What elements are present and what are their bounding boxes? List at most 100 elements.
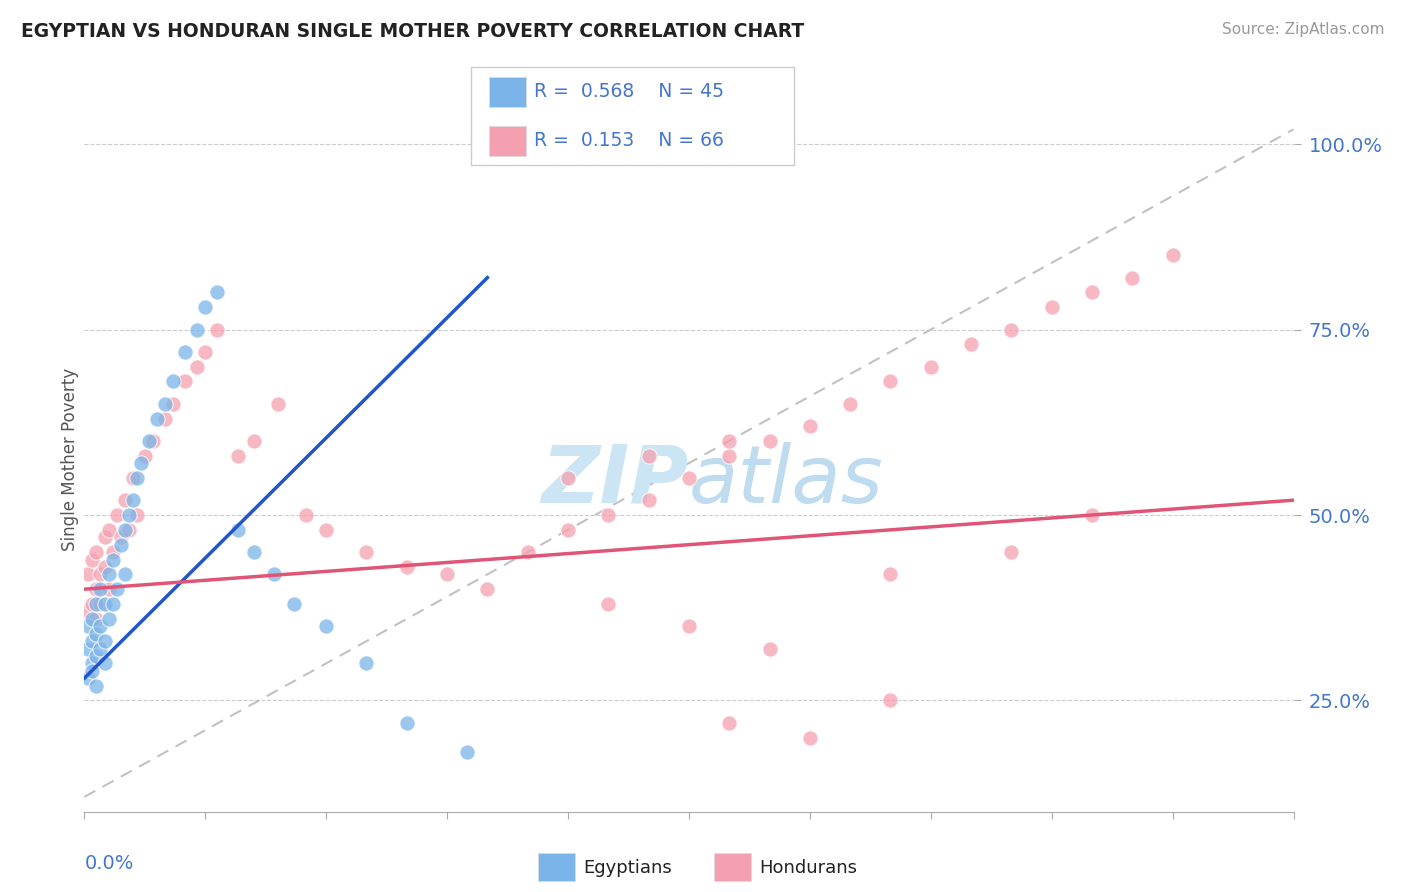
Point <box>718 434 741 448</box>
Point <box>114 523 136 537</box>
Point <box>97 582 120 597</box>
Text: Hondurans: Hondurans <box>759 859 858 877</box>
Point <box>263 567 285 582</box>
Point <box>758 434 780 448</box>
Text: Source: ZipAtlas.com: Source: ZipAtlas.com <box>1222 22 1385 37</box>
Point <box>110 530 132 544</box>
Text: R =  0.568    N = 45: R = 0.568 N = 45 <box>534 82 724 102</box>
Point <box>718 449 741 463</box>
Point <box>97 523 120 537</box>
Point <box>114 567 136 582</box>
Point <box>283 597 305 611</box>
Point <box>194 301 217 315</box>
Point <box>879 693 901 707</box>
Point <box>89 567 111 582</box>
Point <box>93 634 115 648</box>
Point <box>86 597 108 611</box>
Point <box>97 612 120 626</box>
Point <box>153 397 176 411</box>
Point <box>1161 248 1184 262</box>
Point <box>118 523 141 537</box>
Point <box>77 619 100 633</box>
Point <box>82 597 104 611</box>
Point <box>86 648 108 663</box>
Point <box>395 715 418 730</box>
Point <box>186 359 208 374</box>
Point <box>138 434 160 448</box>
Point <box>77 641 100 656</box>
Point <box>477 582 499 597</box>
Point <box>516 545 538 559</box>
Point <box>105 582 128 597</box>
Point <box>1000 545 1022 559</box>
Point <box>129 456 152 470</box>
Point <box>142 434 165 448</box>
Point <box>207 285 229 300</box>
Point <box>186 322 208 336</box>
Point <box>162 375 184 389</box>
Point <box>295 508 318 522</box>
Point <box>86 582 108 597</box>
Point <box>93 530 115 544</box>
Point <box>242 545 264 559</box>
Point <box>118 508 141 522</box>
Point <box>1081 285 1104 300</box>
Point <box>82 634 104 648</box>
Point <box>557 471 579 485</box>
Point <box>86 545 108 559</box>
Point <box>637 449 659 463</box>
Point <box>89 597 111 611</box>
Point <box>637 493 659 508</box>
Point <box>1081 508 1104 522</box>
Point <box>598 597 620 611</box>
Point <box>93 560 115 574</box>
Text: Egyptians: Egyptians <box>583 859 672 877</box>
Point <box>101 545 124 559</box>
Point <box>89 582 111 597</box>
Text: atlas: atlas <box>689 442 884 519</box>
Point <box>718 715 741 730</box>
Point <box>77 604 100 618</box>
Point <box>1000 322 1022 336</box>
Point <box>105 508 128 522</box>
Point <box>960 337 983 351</box>
Point <box>678 619 700 633</box>
Point <box>598 508 620 522</box>
Point <box>839 397 862 411</box>
Point <box>89 641 111 656</box>
Point <box>77 671 100 685</box>
Point <box>194 344 217 359</box>
Point <box>93 657 115 671</box>
Point <box>267 397 290 411</box>
Point <box>77 567 100 582</box>
Point <box>356 545 378 559</box>
Point <box>162 397 184 411</box>
Point <box>86 612 108 626</box>
Point <box>174 375 197 389</box>
Point <box>121 471 143 485</box>
Point <box>920 359 942 374</box>
Point <box>82 657 104 671</box>
Point <box>86 626 108 640</box>
Point <box>97 567 120 582</box>
Point <box>125 508 148 522</box>
Point <box>1121 270 1143 285</box>
Point <box>82 664 104 678</box>
Point <box>226 449 249 463</box>
Text: 0.0%: 0.0% <box>84 854 134 873</box>
Point <box>86 679 108 693</box>
Text: ZIP: ZIP <box>541 442 689 519</box>
Point <box>879 375 901 389</box>
Y-axis label: Single Mother Poverty: Single Mother Poverty <box>62 368 80 551</box>
Point <box>174 344 197 359</box>
Point <box>82 612 104 626</box>
Point <box>121 493 143 508</box>
Point <box>799 731 821 745</box>
Point <box>758 641 780 656</box>
Point <box>242 434 264 448</box>
Point <box>395 560 418 574</box>
Point <box>207 322 229 336</box>
Point <box>125 471 148 485</box>
Point <box>315 619 337 633</box>
Point <box>82 552 104 566</box>
